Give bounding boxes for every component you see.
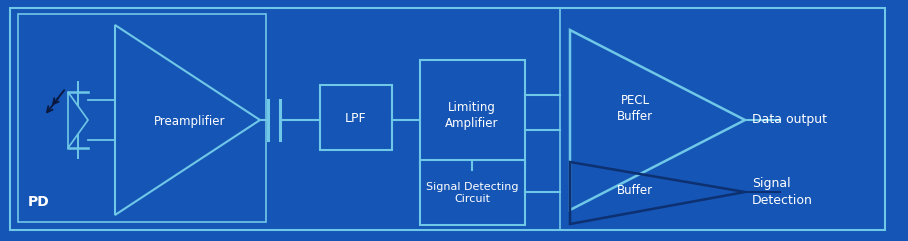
FancyBboxPatch shape [320,85,392,150]
Text: Limiting
Amplifier: Limiting Amplifier [445,100,498,129]
Text: PECL
Buffer: PECL Buffer [617,94,653,122]
Polygon shape [68,92,88,148]
FancyBboxPatch shape [420,60,525,170]
Text: Preamplifier: Preamplifier [154,115,226,128]
Text: Buffer: Buffer [617,185,653,198]
Text: LPF: LPF [345,112,367,125]
Text: Data output: Data output [752,114,827,127]
Text: PD: PD [28,195,50,209]
Text: Signal Detecting
Circuit: Signal Detecting Circuit [426,182,518,204]
Text: Signal
Detection: Signal Detection [752,178,813,207]
FancyBboxPatch shape [420,160,525,225]
